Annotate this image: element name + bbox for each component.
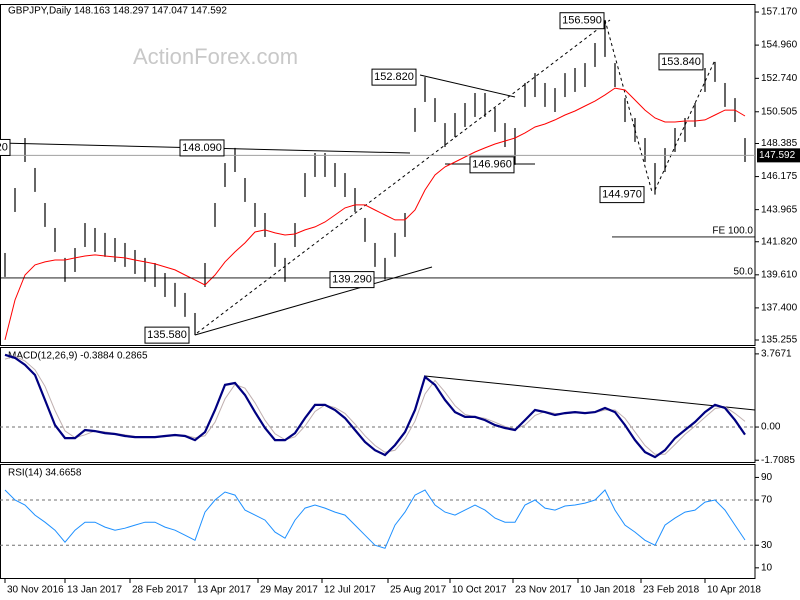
price-frame xyxy=(0,4,756,346)
price-label: 146.960 xyxy=(472,159,512,171)
y-tick-label: -1.7085 xyxy=(761,455,795,466)
x-tick-label: 23 Nov 2017 xyxy=(515,585,572,596)
frames xyxy=(0,4,756,579)
y-tick-label: 146.175 xyxy=(761,171,798,182)
price-label-box xyxy=(371,68,417,86)
y-tick-label: 143.965 xyxy=(761,204,798,215)
y-tick-label: 90 xyxy=(761,472,773,483)
y-tick-label: 141.820 xyxy=(761,236,798,247)
trendline xyxy=(419,74,516,98)
y-tick-label: 10 xyxy=(761,562,773,573)
level-label: 50.0 xyxy=(734,267,754,278)
last-price-label: 147.592 xyxy=(759,150,796,161)
y-tick-label: 154.960 xyxy=(761,40,798,51)
price-label-box xyxy=(658,53,704,71)
level-label: FE 100.0 xyxy=(712,226,753,237)
macd-title: MACD(12,26,9) -0.3884 0.2865 xyxy=(8,351,148,362)
trendline xyxy=(196,19,611,334)
price-label: 153.840 xyxy=(661,56,701,68)
macd-frame xyxy=(0,347,756,463)
price-label-box xyxy=(179,139,225,157)
y-tick-label: 150.505 xyxy=(761,106,798,117)
macd-trendline xyxy=(424,375,756,411)
x-tick-label: 10 Oct 2017 xyxy=(452,585,507,596)
rsi-title: RSI(14) 34.6658 xyxy=(8,468,82,479)
x-tick-label: 25 Aug 2017 xyxy=(390,585,447,596)
y-tick-label: 152.740 xyxy=(761,73,798,84)
last-price-box xyxy=(757,148,800,163)
price-label-box xyxy=(559,12,605,30)
x-tick-label: 23 Feb 2018 xyxy=(643,585,700,596)
price-label: 152.820 xyxy=(374,71,414,83)
price-title: GBPJPY,Daily 148.163 148.297 147.047 147… xyxy=(8,6,227,17)
y-tick-label: 157.170 xyxy=(761,7,798,18)
indicator-line xyxy=(4,489,746,549)
price-label: 144.970 xyxy=(602,189,642,201)
y-tick-label: 3.7671 xyxy=(761,349,792,360)
price-label: 139.290 xyxy=(332,274,372,286)
price-label-box xyxy=(144,326,190,344)
y-tick-label: 135.255 xyxy=(761,335,798,346)
price-label: 156.590 xyxy=(562,15,602,27)
y-tick-label: 137.400 xyxy=(761,303,798,314)
price-label: 148.120 xyxy=(0,141,8,153)
price-label: 148.090 xyxy=(182,142,222,154)
indicator-line xyxy=(4,353,746,459)
watermark: ActionForex.com xyxy=(133,44,298,69)
y-tick-label: 30 xyxy=(761,540,773,551)
x-tick-label: 30 Nov 2016 xyxy=(7,585,64,596)
rsi-frame xyxy=(0,464,756,579)
price-label-box xyxy=(329,271,375,289)
moving-average xyxy=(4,87,746,341)
x-tick-label: 10 Jan 2018 xyxy=(580,585,635,596)
y-tick-label: 0.00 xyxy=(761,422,781,433)
price-label: 135.580 xyxy=(147,329,187,341)
x-tick-label: 29 May 2017 xyxy=(260,585,318,596)
price-label-box xyxy=(599,186,645,204)
y-tick-label: 139.610 xyxy=(761,269,798,280)
x-tick-label: 13 Apr 2017 xyxy=(197,585,251,596)
x-tick-label: 28 Feb 2017 xyxy=(132,585,189,596)
price-label-box xyxy=(0,138,11,156)
price-label-box xyxy=(469,156,515,174)
y-tick-label: 148.385 xyxy=(761,138,798,149)
x-tick-label: 12 Jul 2017 xyxy=(324,585,376,596)
y-tick-label: 70 xyxy=(761,495,773,506)
x-tick-label: 13 Jan 2017 xyxy=(67,585,122,596)
x-tick-label: 10 Apr 2018 xyxy=(707,585,761,596)
